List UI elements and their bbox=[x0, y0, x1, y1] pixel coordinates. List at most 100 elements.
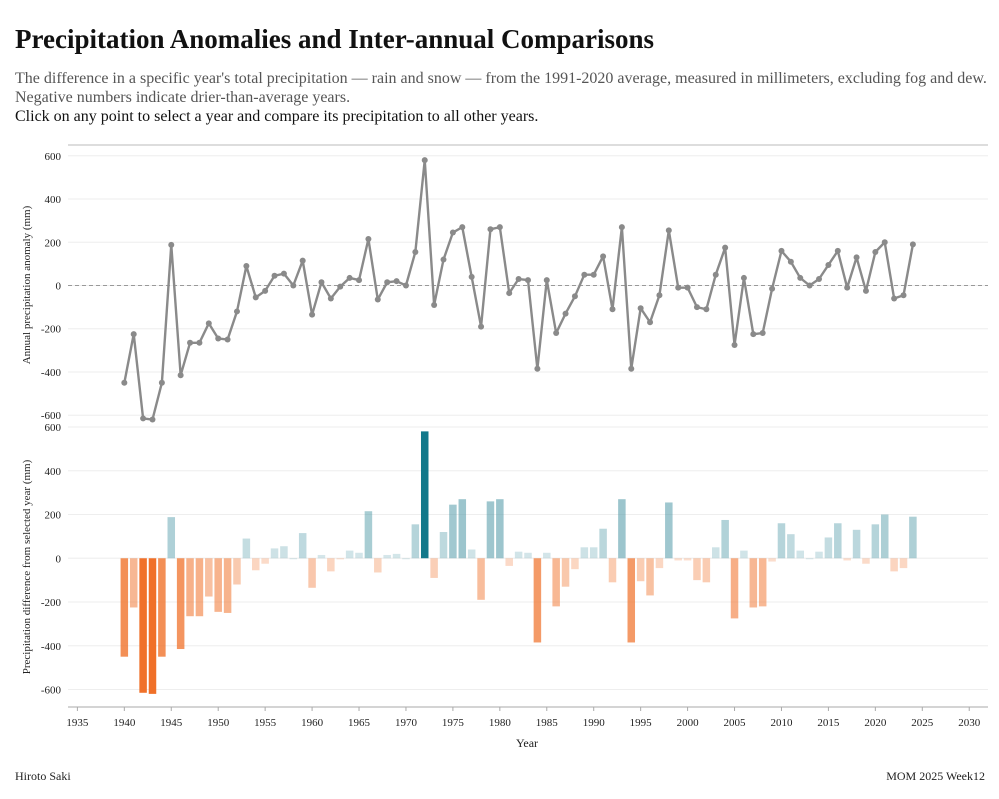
anomaly-point[interactable] bbox=[149, 416, 156, 423]
anomaly-point[interactable] bbox=[140, 415, 147, 422]
anomaly-point[interactable] bbox=[327, 295, 334, 302]
difference-bar[interactable] bbox=[796, 550, 804, 559]
anomaly-point[interactable] bbox=[637, 305, 644, 312]
difference-bar[interactable] bbox=[176, 558, 185, 650]
difference-bar[interactable] bbox=[721, 519, 729, 559]
difference-bar[interactable] bbox=[768, 558, 776, 562]
difference-bar[interactable] bbox=[543, 552, 551, 559]
difference-bar[interactable] bbox=[909, 516, 917, 559]
difference-bar[interactable] bbox=[852, 529, 861, 559]
difference-bar[interactable] bbox=[327, 558, 335, 572]
difference-bar[interactable] bbox=[252, 558, 260, 571]
anomaly-point[interactable] bbox=[562, 310, 569, 317]
anomaly-point[interactable] bbox=[684, 284, 691, 291]
anomaly-point[interactable] bbox=[769, 285, 776, 292]
difference-bar[interactable] bbox=[505, 558, 513, 566]
anomaly-point[interactable] bbox=[196, 339, 203, 346]
anomaly-point[interactable] bbox=[365, 236, 372, 243]
difference-bar[interactable] bbox=[439, 532, 448, 559]
bottom-panel-difference-bars[interactable]: -600 -400 -200 0 200 400 600 1935 1940 1945 1950 19… bbox=[41, 422, 988, 729]
anomaly-point[interactable] bbox=[872, 248, 879, 255]
difference-bar[interactable] bbox=[627, 558, 636, 643]
difference-bar[interactable] bbox=[693, 558, 701, 581]
anomaly-point[interactable] bbox=[778, 247, 785, 254]
anomaly-point[interactable] bbox=[534, 365, 541, 372]
difference-bar[interactable] bbox=[712, 547, 720, 559]
anomaly-point[interactable] bbox=[740, 274, 747, 281]
anomaly-point[interactable] bbox=[459, 224, 466, 231]
difference-bar[interactable] bbox=[871, 524, 880, 559]
anomaly-point[interactable] bbox=[806, 282, 813, 289]
anomaly-point[interactable] bbox=[280, 270, 287, 277]
difference-bar[interactable] bbox=[148, 558, 157, 694]
anomaly-point[interactable] bbox=[290, 282, 297, 289]
anomaly-point[interactable] bbox=[431, 301, 438, 308]
difference-bar[interactable] bbox=[514, 551, 523, 559]
difference-bar[interactable] bbox=[683, 558, 692, 561]
difference-bar[interactable] bbox=[655, 558, 664, 569]
difference-bar[interactable] bbox=[477, 558, 485, 600]
anomaly-point[interactable] bbox=[506, 290, 513, 297]
anomaly-point[interactable] bbox=[543, 277, 550, 284]
anomaly-point[interactable] bbox=[402, 282, 409, 289]
difference-bar[interactable] bbox=[242, 538, 251, 559]
difference-bar[interactable] bbox=[636, 558, 645, 582]
selected-year-bar[interactable] bbox=[420, 431, 429, 559]
anomaly-point[interactable] bbox=[337, 283, 344, 290]
difference-bar[interactable] bbox=[364, 511, 373, 559]
difference-bar[interactable] bbox=[167, 517, 176, 559]
anomaly-point[interactable] bbox=[121, 379, 128, 386]
anomaly-point[interactable] bbox=[309, 311, 316, 318]
difference-bar[interactable] bbox=[449, 504, 457, 559]
anomaly-point[interactable] bbox=[731, 341, 738, 348]
difference-bar[interactable] bbox=[740, 550, 748, 559]
difference-bar[interactable] bbox=[890, 558, 898, 572]
difference-bar[interactable] bbox=[289, 558, 298, 560]
anomaly-point[interactable] bbox=[318, 279, 325, 286]
difference-bar[interactable] bbox=[815, 551, 823, 559]
difference-bar[interactable] bbox=[129, 558, 138, 608]
anomaly-point[interactable] bbox=[384, 279, 391, 286]
difference-bar[interactable] bbox=[486, 501, 495, 559]
difference-bar[interactable] bbox=[158, 558, 166, 657]
anomaly-point[interactable] bbox=[590, 271, 597, 278]
anomaly-point[interactable] bbox=[891, 295, 898, 302]
difference-bar[interactable] bbox=[467, 549, 476, 559]
difference-bar[interactable] bbox=[618, 499, 626, 559]
top-panel-anomaly-line[interactable]: -600 -400 -200 0 200 400 600 bbox=[41, 144, 988, 423]
anomaly-point[interactable] bbox=[215, 335, 222, 342]
anomaly-point[interactable] bbox=[722, 244, 729, 251]
anomaly-point[interactable] bbox=[609, 306, 616, 313]
anomaly-point[interactable] bbox=[656, 292, 663, 299]
anomaly-point[interactable] bbox=[177, 372, 184, 379]
difference-bar[interactable] bbox=[205, 558, 213, 597]
difference-bar[interactable] bbox=[834, 523, 842, 559]
anomaly-point[interactable] bbox=[675, 284, 682, 291]
difference-bar[interactable] bbox=[749, 558, 758, 608]
difference-bar[interactable] bbox=[355, 552, 363, 559]
anomaly-point[interactable] bbox=[252, 294, 259, 301]
difference-bar[interactable] bbox=[862, 558, 870, 564]
difference-bar[interactable] bbox=[608, 558, 617, 583]
anomaly-point[interactable] bbox=[487, 226, 494, 233]
anomaly-point[interactable] bbox=[187, 339, 194, 346]
anomaly-point[interactable] bbox=[900, 292, 907, 299]
anomaly-point[interactable] bbox=[346, 274, 353, 281]
difference-bar[interactable] bbox=[843, 558, 851, 561]
difference-bar[interactable] bbox=[496, 499, 504, 559]
anomaly-point[interactable] bbox=[844, 284, 851, 291]
anomaly-point[interactable] bbox=[449, 229, 456, 236]
anomaly-point[interactable] bbox=[421, 157, 428, 164]
difference-bar[interactable] bbox=[674, 558, 682, 561]
difference-bar[interactable] bbox=[270, 548, 279, 559]
difference-bar[interactable] bbox=[308, 558, 316, 588]
difference-bar[interactable] bbox=[787, 534, 795, 559]
anomaly-point[interactable] bbox=[665, 227, 672, 234]
difference-bar[interactable] bbox=[589, 547, 598, 559]
difference-bar[interactable] bbox=[552, 558, 560, 607]
anomaly-point[interactable] bbox=[271, 272, 278, 279]
difference-bar[interactable] bbox=[533, 558, 542, 643]
difference-bar[interactable] bbox=[139, 558, 147, 693]
anomaly-point[interactable] bbox=[525, 277, 531, 284]
